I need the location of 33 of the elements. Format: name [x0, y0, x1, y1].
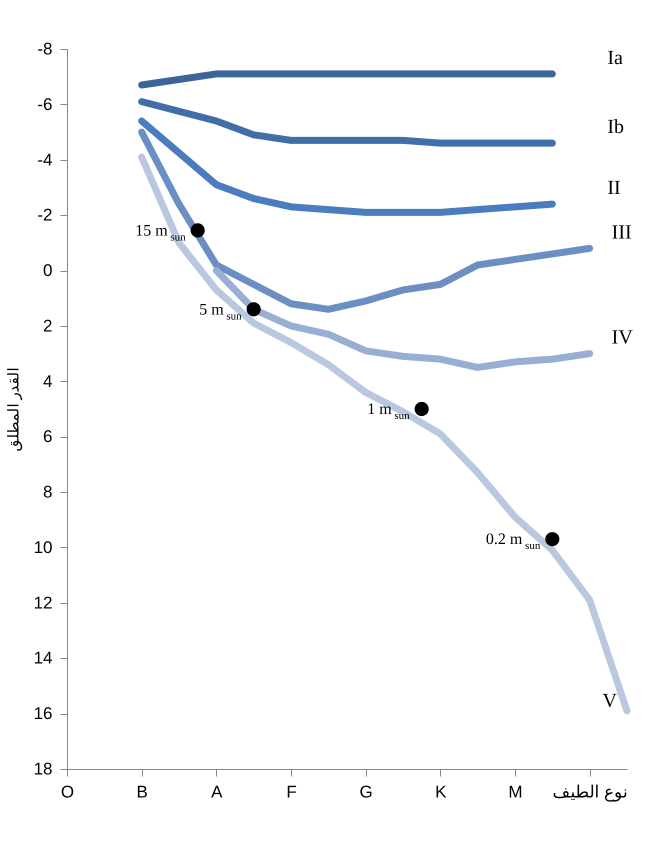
y-tick-label: 18 — [34, 760, 52, 778]
y-tick-label: -2 — [37, 206, 52, 225]
series-label: III — [612, 221, 632, 244]
x-tick-label: M — [508, 782, 523, 802]
text: Ib — [607, 116, 624, 138]
y-tick-label: 2 — [43, 316, 52, 336]
y-tick-label: -6 — [37, 94, 52, 114]
y-tick-label: 14 — [34, 648, 52, 668]
y-tick-label: 12 — [34, 593, 52, 612]
text: Ia — [607, 46, 623, 69]
point — [190, 223, 205, 238]
x-tick-label: G — [360, 782, 373, 802]
y-tick-label: 6 — [43, 427, 52, 446]
x-tick-label: B — [136, 782, 148, 802]
point — [414, 402, 429, 416]
y-axis-title: القدر المطلق — [6, 367, 23, 452]
x-tick-label: O — [60, 782, 74, 802]
point — [246, 302, 261, 316]
y-tick-label: 8 — [43, 482, 52, 502]
y-tick-label: -4 — [37, 150, 52, 170]
y-tick-label: -8 — [37, 40, 52, 58]
x-tick-label: K — [435, 782, 448, 802]
x-tick-label: A — [211, 782, 224, 802]
y-tick-label: 0 — [43, 261, 52, 280]
point — [545, 532, 560, 546]
x-tick-label: F — [286, 782, 297, 802]
y-tick-label: 4 — [43, 372, 52, 391]
series-label: V — [602, 690, 618, 712]
x-tick-label: نوع الطيف — [552, 782, 628, 802]
series-label: IV — [612, 326, 634, 349]
text: II — [607, 177, 621, 200]
y-tick-label: 10 — [34, 538, 52, 557]
y-tick-label: 16 — [34, 704, 52, 724]
